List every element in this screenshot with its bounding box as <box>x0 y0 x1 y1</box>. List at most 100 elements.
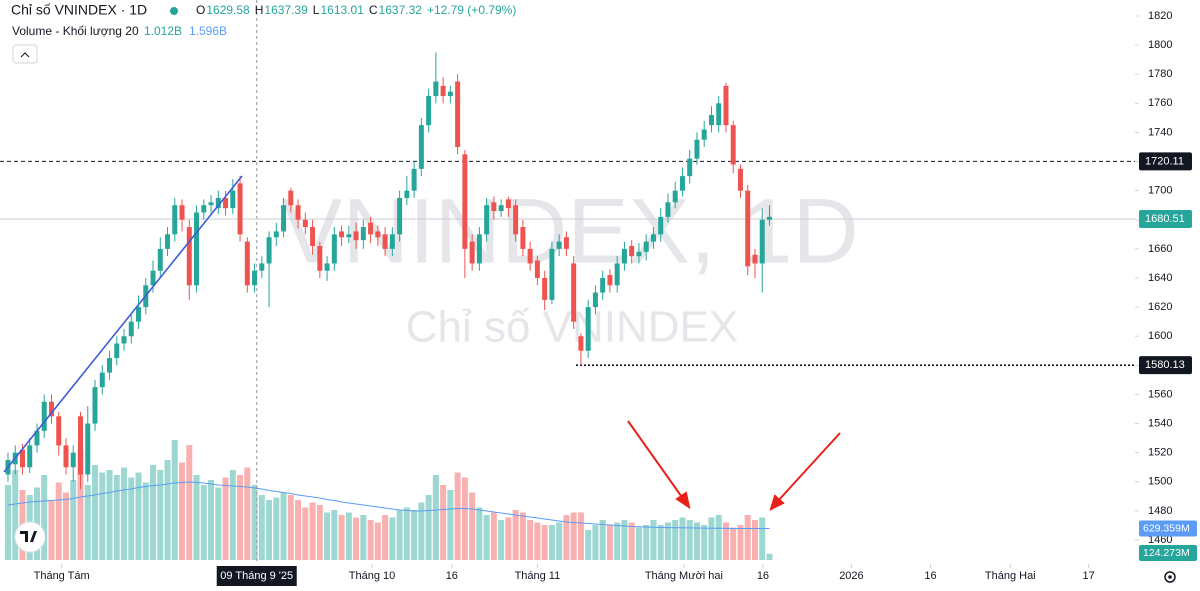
candle-body <box>99 372 105 388</box>
candle-body <box>41 401 47 431</box>
candle-body <box>745 190 751 267</box>
volume-bar <box>635 527 642 560</box>
candle-body <box>629 245 635 257</box>
volume-bar <box>338 515 345 560</box>
candle-body <box>491 202 497 212</box>
candle-body <box>527 248 533 264</box>
volume-bar <box>244 467 251 560</box>
candle-body <box>389 234 395 249</box>
settings-icon[interactable] <box>1164 571 1176 583</box>
candle-body <box>353 231 359 241</box>
candle-body <box>549 248 555 300</box>
volume-bar <box>672 520 679 560</box>
volume-bar <box>157 470 164 560</box>
y-tick-label: 1480 <box>1148 505 1172 517</box>
tv-logo <box>14 521 46 553</box>
volume-bar <box>643 525 650 560</box>
candle-body <box>295 205 301 220</box>
candle-body <box>694 139 700 159</box>
candle-body <box>128 321 134 337</box>
volume-bar <box>751 520 758 560</box>
y-tick-label: 1700 <box>1148 185 1172 197</box>
volume-bar <box>302 507 309 560</box>
candle-body <box>397 197 403 235</box>
candle-body <box>585 307 591 351</box>
symbol: Chỉ số VNINDEX · 1D <box>11 2 147 18</box>
volume-title: Volume - Khối lượng 20 <box>12 24 139 38</box>
candle-body <box>331 234 337 264</box>
candle-body <box>513 205 519 235</box>
candle-body <box>418 125 424 169</box>
candle-body <box>447 91 453 97</box>
candle-body <box>382 234 388 249</box>
candle-body <box>476 234 482 264</box>
candle-body <box>571 263 577 322</box>
volume-bar <box>621 520 628 560</box>
volume-bar <box>345 512 352 560</box>
volume-bar <box>628 522 635 560</box>
volume-bar <box>599 520 606 560</box>
y-tick-label: 1500 <box>1148 476 1172 488</box>
volume-bar <box>48 500 55 560</box>
candle-body <box>34 430 40 446</box>
ohlc-value: 1637.39 <box>264 3 308 17</box>
volume-bar <box>454 472 461 560</box>
candle-body <box>237 183 243 235</box>
ohlc-label: O <box>196 3 205 17</box>
candle-body <box>426 96 432 126</box>
volume-bar <box>55 482 62 560</box>
candle-body <box>498 205 504 212</box>
volume-bar <box>679 517 686 560</box>
candle-body <box>114 343 120 359</box>
candle-body <box>339 231 345 238</box>
crosshair-label: 09 Tháng 9 '25 <box>220 570 293 582</box>
watermark: VNINDEX, 1D <box>281 180 859 282</box>
y-tick-label: 1760 <box>1148 97 1172 109</box>
candle-body <box>708 114 714 126</box>
volume-bar <box>193 475 200 560</box>
volume-value: 1.596B <box>189 24 227 38</box>
candle-body <box>411 168 417 191</box>
volume-bar <box>12 470 19 560</box>
volume-bar <box>99 472 106 560</box>
candle-body <box>701 129 707 140</box>
collapse-button[interactable] <box>12 44 38 64</box>
candle-body <box>27 445 33 468</box>
x-tick-label: Tháng Hai <box>985 570 1036 582</box>
candle-body <box>208 202 214 206</box>
candle-body <box>600 278 606 293</box>
candle-body <box>252 270 258 286</box>
ohlc-label: L <box>313 3 320 17</box>
volume-bar <box>62 492 69 560</box>
x-tick-label: 16 <box>446 570 458 582</box>
x-tick-label: Tháng 10 <box>349 570 395 582</box>
volume-bar <box>295 500 302 560</box>
volume-bar <box>251 485 258 560</box>
volume-bar <box>403 507 410 560</box>
y-tick-label: 1640 <box>1148 272 1172 284</box>
volume-bar <box>208 480 215 560</box>
candle-body <box>520 227 526 249</box>
candle-body <box>92 387 98 424</box>
status-dot <box>170 7 178 15</box>
volume-bar <box>324 512 331 560</box>
y-tick-label: 1520 <box>1148 447 1172 459</box>
candle-body <box>542 278 548 300</box>
price-label-box <box>1139 152 1192 171</box>
change: +12.79 (+0.79%) <box>427 3 516 17</box>
candle-body <box>766 216 772 220</box>
volume-bar <box>483 515 490 560</box>
price-label-box <box>1139 356 1192 375</box>
y-tick-label: 1620 <box>1148 301 1172 313</box>
candle-body <box>201 205 207 213</box>
candle-body <box>636 251 642 257</box>
candle-body <box>368 222 374 235</box>
price-label: 1580.13 <box>1145 359 1185 371</box>
volume-bar <box>164 460 171 560</box>
volume-bar <box>498 520 505 560</box>
volume-bar <box>113 475 120 560</box>
candle-body <box>375 231 381 238</box>
ohlc-value: 1637.32 <box>379 3 423 17</box>
volume-bar <box>657 525 664 560</box>
